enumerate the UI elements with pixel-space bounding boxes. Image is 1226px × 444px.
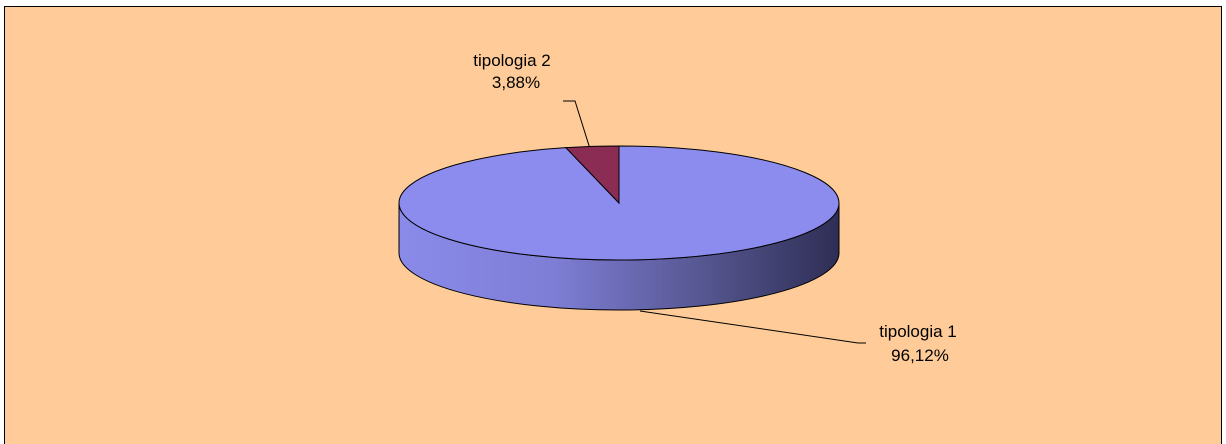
leader-line-tipologia-1 [639, 310, 866, 344]
leader-line-tipologia-2 [563, 100, 590, 147]
slice-label-tipologia-1-name: tipologia 1 [879, 322, 957, 341]
slice-label-tipologia-1-value: 96,12% [891, 346, 949, 365]
pie-slice-tipologia-2 [564, 145, 620, 205]
slice-label-tipologia-2-value: 3,88% [492, 73, 540, 92]
slice-label-tipologia-2-name: tipologia 2 [473, 51, 551, 70]
